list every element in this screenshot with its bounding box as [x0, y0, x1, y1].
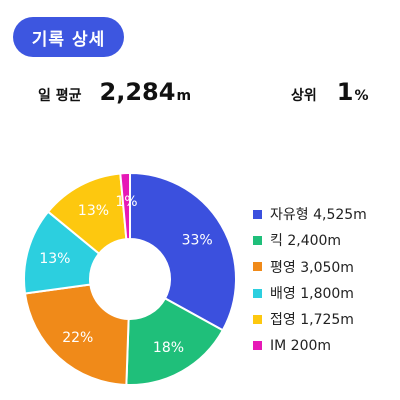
legend-swatch-4 [253, 314, 262, 324]
legend-swatch-2 [253, 262, 262, 272]
legend-label-4: 접영 1,725m [270, 312, 354, 329]
chart-legend: 자유형 4,525m 킥 2,400m 평영 3,050m 배영 1,800m 접영 1… [253, 201, 367, 359]
legend-item-0: 자유형 4,525m [253, 201, 367, 227]
legend-swatch-5 [253, 341, 262, 351]
daily-average-label: 일 평균 [38, 88, 82, 104]
legend-label-0: 자유형 4,525m [270, 207, 367, 224]
slice-percent-label-5: 1% [115, 194, 137, 210]
rank-stat: 상위 1 % [291, 78, 369, 106]
legend-item-2: 평영 3,050m [253, 254, 367, 280]
legend-item-1: 킥 2,400m [253, 227, 367, 253]
slice-percent-label-2: 22% [62, 330, 93, 346]
legend-item-3: 배영 1,800m [253, 280, 367, 306]
daily-average-unit: m [176, 88, 192, 104]
daily-average-stat: 일 평균 2,284 m [38, 78, 191, 106]
rank-unit: % [354, 88, 369, 104]
slice-percent-label-1: 18% [153, 340, 184, 356]
legend-label-2: 평영 3,050m [270, 259, 354, 276]
rank-label: 상위 [291, 88, 317, 104]
donut-slice-1 [125, 296, 225, 386]
legend-swatch-1 [253, 235, 262, 245]
legend-label-1: 킥 2,400m [270, 233, 342, 250]
legend-item-5: IM 200m [253, 332, 367, 358]
daily-average-value: 2,284 [99, 78, 176, 106]
legend-swatch-3 [253, 288, 262, 298]
legend-label-5: IM 200m [270, 337, 332, 354]
legend-label-3: 배영 1,800m [270, 286, 354, 303]
legend-swatch-0 [253, 209, 262, 219]
record-detail-title[interactable]: 기록 상세 [13, 17, 124, 57]
donut-slice-2 [23, 283, 130, 386]
legend-item-4: 접영 1,725m [253, 306, 367, 332]
donut-slice-0 [129, 171, 237, 332]
slice-percent-label-0: 33% [182, 232, 213, 248]
slice-percent-label-4: 13% [78, 203, 109, 219]
rank-value: 1 [336, 78, 354, 106]
slice-percent-label-3: 13% [39, 251, 70, 267]
donut-slice-5 [119, 171, 131, 241]
